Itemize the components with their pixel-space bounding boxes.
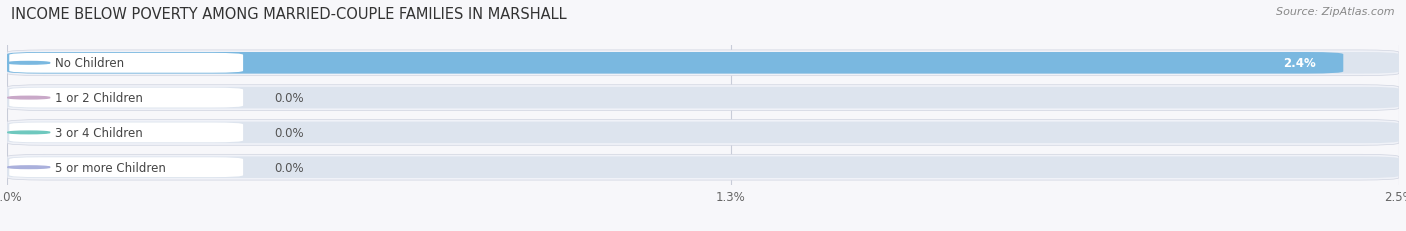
- Circle shape: [7, 97, 49, 100]
- Circle shape: [7, 166, 49, 169]
- Circle shape: [7, 62, 49, 65]
- Text: 0.0%: 0.0%: [274, 126, 304, 139]
- FancyBboxPatch shape: [10, 88, 243, 108]
- FancyBboxPatch shape: [10, 158, 243, 177]
- FancyBboxPatch shape: [7, 120, 1399, 146]
- FancyBboxPatch shape: [7, 53, 1399, 74]
- FancyBboxPatch shape: [7, 87, 1399, 109]
- Text: 0.0%: 0.0%: [274, 92, 304, 105]
- FancyBboxPatch shape: [7, 155, 1399, 180]
- Text: 2.4%: 2.4%: [1282, 57, 1316, 70]
- FancyBboxPatch shape: [7, 53, 1343, 74]
- FancyBboxPatch shape: [10, 54, 243, 73]
- FancyBboxPatch shape: [10, 123, 243, 143]
- Circle shape: [7, 131, 49, 134]
- Text: 3 or 4 Children: 3 or 4 Children: [55, 126, 142, 139]
- Text: Source: ZipAtlas.com: Source: ZipAtlas.com: [1277, 7, 1395, 17]
- FancyBboxPatch shape: [7, 122, 1399, 143]
- Text: 0.0%: 0.0%: [274, 161, 304, 174]
- Text: 5 or more Children: 5 or more Children: [55, 161, 166, 174]
- FancyBboxPatch shape: [7, 85, 1399, 111]
- Text: No Children: No Children: [55, 57, 124, 70]
- Text: INCOME BELOW POVERTY AMONG MARRIED-COUPLE FAMILIES IN MARSHALL: INCOME BELOW POVERTY AMONG MARRIED-COUPL…: [11, 7, 567, 22]
- Text: 1 or 2 Children: 1 or 2 Children: [55, 92, 143, 105]
- FancyBboxPatch shape: [7, 51, 1399, 76]
- FancyBboxPatch shape: [7, 157, 1399, 178]
